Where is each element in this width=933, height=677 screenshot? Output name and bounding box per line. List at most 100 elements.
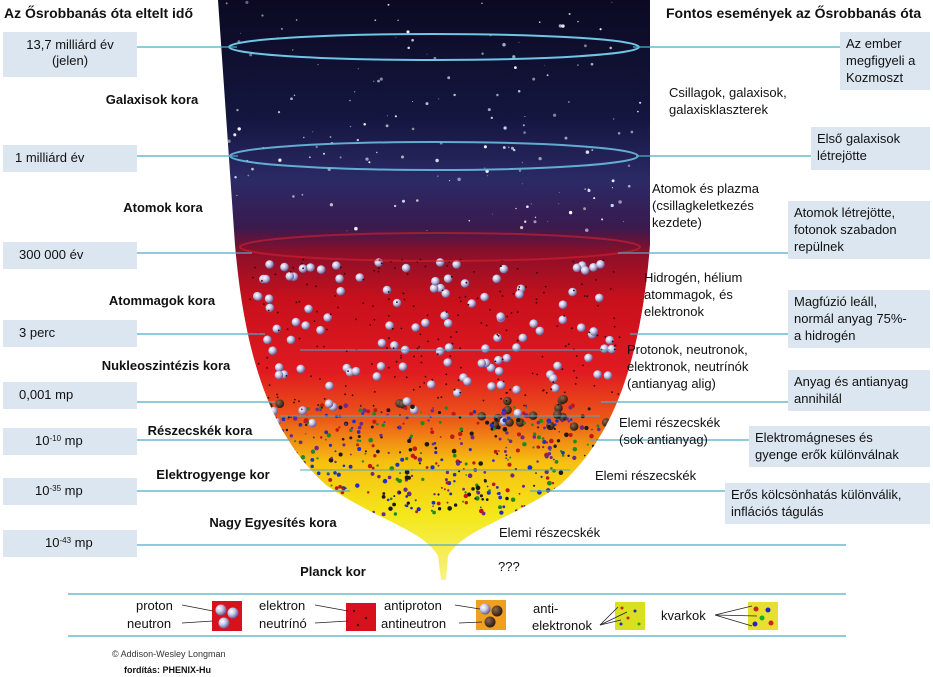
- quark-dot: [348, 464, 353, 469]
- event-fusion-stops: Magfúzió leáll, normál anyag 75%- a hidrog…: [788, 290, 930, 348]
- nucleon: [377, 338, 387, 348]
- quark-dot: [358, 408, 363, 413]
- nucleon: [285, 272, 295, 281]
- quark-dot: [319, 493, 324, 498]
- quark-dot: [544, 469, 549, 475]
- nucleon: [558, 315, 568, 325]
- quark-dot: [521, 484, 526, 488]
- quark-dot: [458, 470, 461, 473]
- nucleon: [372, 372, 382, 381]
- quark-dot: [534, 501, 538, 505]
- electron-dot: [501, 295, 504, 297]
- electron-dot: [427, 340, 429, 343]
- electron-dot: [459, 391, 462, 394]
- nucleon: [494, 355, 503, 365]
- electron-dot: [402, 292, 405, 295]
- quark-dot: [452, 453, 457, 458]
- quark-dot: [591, 444, 595, 448]
- electron-dot: [543, 291, 545, 294]
- quark-dot: [344, 422, 348, 426]
- electron-dot: [604, 335, 607, 338]
- quark-dot: [288, 461, 293, 467]
- electron-dot: [536, 271, 538, 274]
- quark-dot: [564, 511, 568, 515]
- quark-dot: [541, 437, 545, 440]
- quark-dot: [393, 512, 398, 516]
- quark-dot: [584, 495, 589, 500]
- quark-dot: [339, 508, 343, 512]
- quark-dot: [397, 478, 402, 483]
- star: [303, 136, 305, 139]
- star: [524, 220, 527, 223]
- star: [280, 27, 283, 30]
- translation-credit: fordítás: PHENIX-Hu: [124, 665, 212, 675]
- electron-dot: [276, 396, 279, 399]
- events-column-title: Fontos események az Ősrobbanás óta: [666, 5, 922, 21]
- star: [323, 152, 325, 155]
- electron-dot: [494, 360, 497, 363]
- quark-dot: [542, 439, 547, 445]
- electron-dot: [400, 327, 403, 330]
- electron-dot: [393, 376, 396, 378]
- electron-dot: [274, 273, 277, 276]
- quark-dot: [560, 419, 564, 423]
- electron-dot: [406, 273, 409, 276]
- quark-dot: [338, 405, 343, 410]
- nucleon: [376, 362, 386, 371]
- nucleon: [332, 261, 341, 270]
- quark-dot: [478, 461, 484, 466]
- star: [490, 116, 493, 120]
- era-nucleosynthesis: Nukleoszintézis kora: [101, 358, 231, 373]
- electron-dot: [544, 285, 547, 288]
- quark-dot: [485, 498, 489, 501]
- nucleon: [269, 406, 278, 416]
- nucleon: [280, 262, 289, 272]
- quark-dot: [403, 406, 408, 410]
- electron-dot: [457, 379, 460, 381]
- quark-dot: [502, 418, 507, 423]
- quark-dot: [319, 408, 322, 412]
- quark-dot: [370, 471, 375, 476]
- quark-dot: [410, 404, 415, 410]
- star: [261, 14, 264, 17]
- star: [438, 98, 440, 100]
- quark-dot: [410, 474, 414, 478]
- quark-dot: [295, 451, 298, 455]
- nucleon: [306, 263, 315, 272]
- electron-dot: [266, 367, 268, 369]
- quark-dot: [371, 466, 375, 470]
- event-humans-observe: Az ember megfigyeli a Kozmoszt: [840, 32, 930, 90]
- star: [249, 53, 253, 57]
- star: [227, 139, 231, 143]
- star: [425, 102, 429, 106]
- quark-dot: [549, 449, 552, 452]
- quark-dot: [554, 423, 557, 426]
- star: [329, 136, 332, 138]
- star: [229, 229, 231, 232]
- electron-dot: [413, 355, 415, 358]
- electron-dot: [512, 292, 515, 295]
- star: [534, 216, 537, 219]
- quark-dot: [327, 492, 330, 495]
- star: [293, 94, 296, 97]
- quark-dot: [505, 457, 508, 459]
- nucleon: [421, 318, 430, 328]
- quark-dot: [533, 484, 536, 487]
- quark-dot: [586, 443, 589, 446]
- quark-dot: [294, 463, 298, 467]
- nucleon: [480, 292, 489, 302]
- quark-dot: [376, 464, 379, 467]
- nucleon: [382, 285, 392, 295]
- electron-dot: [436, 353, 439, 355]
- quark-dot: [270, 493, 273, 497]
- star: [484, 167, 486, 169]
- quark-dot: [459, 438, 461, 440]
- quark-dot: [387, 475, 392, 480]
- nucleon: [549, 374, 558, 383]
- star: [349, 125, 352, 128]
- electron-dot: [400, 354, 402, 357]
- quark-dot: [476, 421, 480, 425]
- electron-dot: [268, 384, 271, 387]
- electron-dot: [263, 303, 265, 305]
- star: [508, 146, 510, 148]
